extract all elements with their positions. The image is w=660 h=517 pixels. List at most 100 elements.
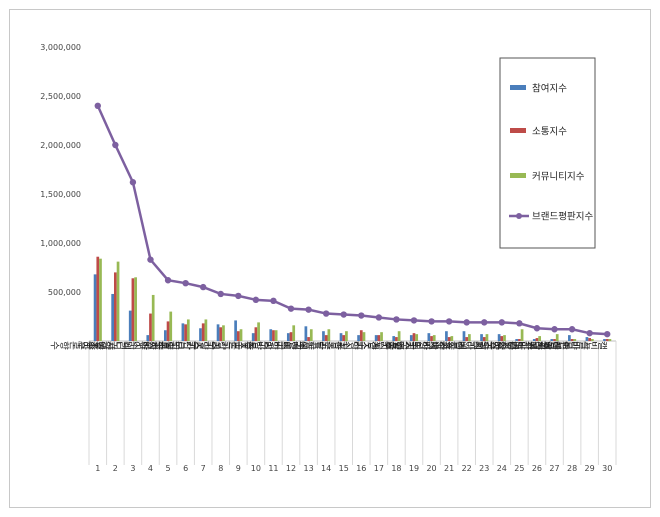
legend-swatch (510, 128, 526, 133)
bar (412, 333, 416, 341)
bar (430, 336, 433, 341)
category-label: 버버리향수 (243, 339, 291, 350)
category-label: 펜할리곤스향수 (470, 339, 537, 350)
category-label: 끌로에향수 (278, 339, 326, 350)
bar (535, 338, 539, 341)
line-point (287, 305, 295, 312)
bar (553, 339, 556, 341)
y-tick-label: 2,500,000 (40, 92, 81, 101)
bar (588, 338, 592, 341)
legend-label: 커뮤니티지수 (532, 172, 585, 183)
bar (515, 339, 519, 341)
rank-label: 20 (426, 464, 436, 473)
line-point (129, 179, 137, 186)
rank-label: 6 (183, 464, 188, 473)
line-point (586, 329, 593, 337)
category-label: 딥디크향수 (85, 339, 134, 350)
bar (166, 321, 170, 341)
line-point (604, 330, 611, 338)
rank-label: 21 (444, 464, 454, 473)
category-label: 존바바토스향수 (382, 339, 449, 350)
bar (432, 335, 436, 341)
rank-label: 25 (514, 464, 524, 473)
rank-label: 7 (201, 464, 206, 473)
rank-label: 11 (268, 464, 278, 473)
y-tick-label: 2,000,000 (40, 141, 81, 150)
bar (485, 334, 489, 341)
line-point (252, 296, 260, 304)
line-point (305, 306, 312, 313)
bar (585, 337, 589, 341)
category-label: 톰포드향수 (208, 339, 256, 350)
bar (550, 339, 554, 341)
bar (222, 325, 225, 341)
line-point (393, 316, 400, 323)
bar (251, 333, 255, 341)
rank-label: 3 (130, 464, 135, 473)
bar (309, 329, 313, 341)
bar (591, 339, 594, 341)
rank-label: 30 (602, 464, 612, 473)
line-point (551, 326, 558, 333)
bar (500, 336, 504, 341)
bar (482, 337, 486, 341)
bar (236, 331, 240, 341)
rank-label: 19 (409, 464, 419, 473)
bar (111, 293, 114, 341)
bar (427, 333, 431, 341)
rank-label: 13 (303, 464, 313, 473)
bar (603, 339, 606, 341)
category-label: 샤넬향수 (76, 339, 115, 350)
bar (503, 335, 506, 341)
rank-label: 17 (374, 464, 384, 473)
bar (568, 335, 571, 341)
chart-frame: - 500,000 1,000,000 1,500,000 2,000,000 2,500… (9, 9, 651, 508)
bar (392, 336, 396, 341)
bar (468, 334, 471, 341)
rank-label: 29 (585, 464, 595, 473)
category-label: 모멘트향수 (260, 339, 308, 350)
category-label: 러쉬향수 (322, 339, 361, 350)
y-tick-label: 3,000,000 (40, 43, 81, 52)
category-label: 키엘향수 (375, 339, 414, 350)
bar (289, 332, 293, 341)
bar (345, 331, 348, 341)
bar (462, 331, 466, 341)
line-point (112, 141, 119, 149)
bar (184, 324, 187, 341)
chart-axes: - 500,000 1,000,000 1,500,000 2,000,000 2,500… (40, 43, 617, 465)
bar (359, 330, 363, 341)
bar (608, 339, 612, 341)
bar (169, 311, 173, 341)
bar (274, 330, 278, 341)
chart-line (94, 102, 611, 338)
bar (116, 261, 120, 341)
bar (605, 339, 609, 341)
rank-label: 28 (567, 464, 577, 473)
bar (377, 335, 381, 341)
rank-label: 24 (497, 464, 507, 473)
legend-label: 소통지수 (532, 127, 567, 138)
bar (96, 256, 100, 341)
bar (99, 258, 102, 341)
bar (520, 329, 524, 341)
bar (324, 335, 328, 341)
bar (409, 335, 413, 341)
line-point (463, 319, 470, 326)
line-point (147, 256, 154, 263)
line-point (182, 279, 189, 287)
category-label: 마크제이콥스향수 (425, 339, 502, 350)
rank-label: 23 (479, 464, 489, 473)
bar (357, 335, 360, 341)
rank-label: 5 (166, 464, 171, 473)
line-point (270, 297, 277, 305)
bar (204, 319, 208, 341)
category-label: 르라보향수 (155, 339, 203, 350)
bar (362, 332, 366, 341)
bar (518, 339, 521, 341)
bar (480, 334, 483, 341)
bar (342, 335, 346, 341)
bar (497, 334, 501, 341)
line-point (340, 311, 347, 318)
bar (199, 328, 202, 341)
